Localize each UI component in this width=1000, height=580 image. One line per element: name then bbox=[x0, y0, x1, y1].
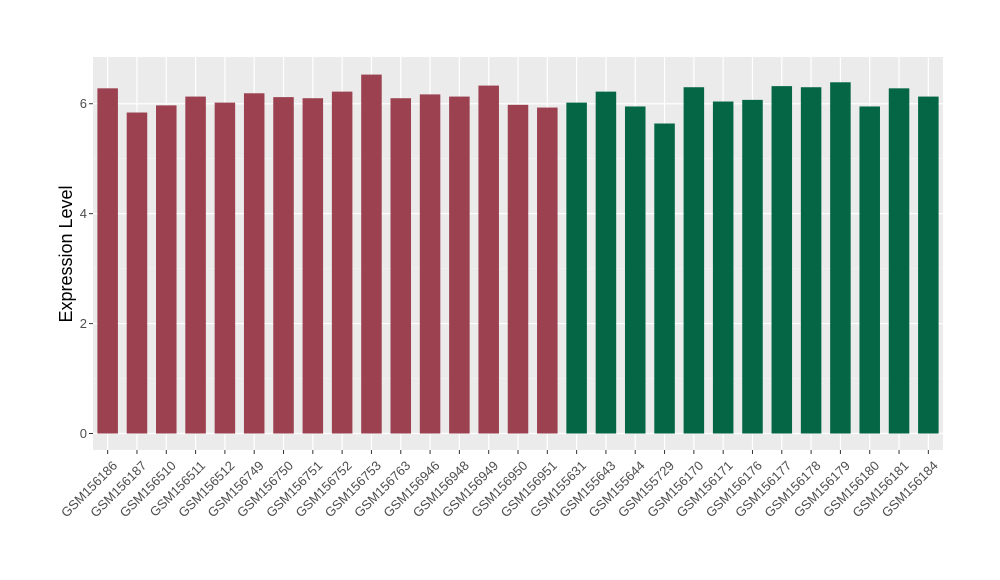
bar-GSM155631 bbox=[566, 102, 587, 434]
bars bbox=[97, 74, 939, 434]
bar-GSM156511 bbox=[185, 96, 206, 434]
bar-GSM156170 bbox=[683, 87, 705, 434]
bar-GSM155644 bbox=[624, 106, 646, 434]
y-tick-label: 2 bbox=[80, 316, 87, 331]
bar-GSM156950 bbox=[507, 104, 529, 434]
bar-GSM156948 bbox=[449, 96, 470, 434]
bar-GSM156187 bbox=[126, 112, 148, 434]
bar-GSM156186 bbox=[97, 88, 118, 434]
y-tick-label: 6 bbox=[80, 96, 87, 111]
bar-GSM156951 bbox=[537, 107, 558, 434]
bar-GSM156752 bbox=[331, 91, 353, 434]
y-axis: 0 2 4 6 bbox=[80, 96, 93, 441]
bar-GSM156749 bbox=[243, 93, 265, 434]
bar-GSM156949 bbox=[478, 85, 499, 434]
y-tick-label: 0 bbox=[80, 426, 87, 441]
bar-GSM156510 bbox=[156, 105, 177, 434]
bar-GSM155643 bbox=[595, 91, 617, 434]
bar-GSM156751 bbox=[302, 98, 324, 434]
bar-GSM156181 bbox=[888, 88, 910, 434]
bar-GSM156750 bbox=[273, 97, 294, 434]
bar-GSM156171 bbox=[712, 101, 734, 434]
y-axis-title: Expression Level bbox=[56, 185, 76, 322]
bar-GSM156946 bbox=[419, 94, 441, 434]
bar-GSM156512 bbox=[214, 102, 236, 434]
bar-GSM155729 bbox=[654, 123, 675, 434]
bar-GSM156180 bbox=[859, 106, 880, 434]
x-axis: GSM156186GSM156187GSM156510GSM156511GSM1… bbox=[58, 450, 941, 520]
bar-GSM156176 bbox=[742, 99, 763, 434]
bar-GSM156177 bbox=[771, 86, 793, 434]
bar-GSM156184 bbox=[918, 96, 939, 434]
bar-GSM156753 bbox=[361, 74, 382, 434]
y-tick-label: 4 bbox=[80, 206, 87, 221]
bar-GSM156179 bbox=[830, 82, 851, 434]
bar-GSM156763 bbox=[390, 98, 412, 434]
bar-GSM156178 bbox=[800, 87, 822, 434]
